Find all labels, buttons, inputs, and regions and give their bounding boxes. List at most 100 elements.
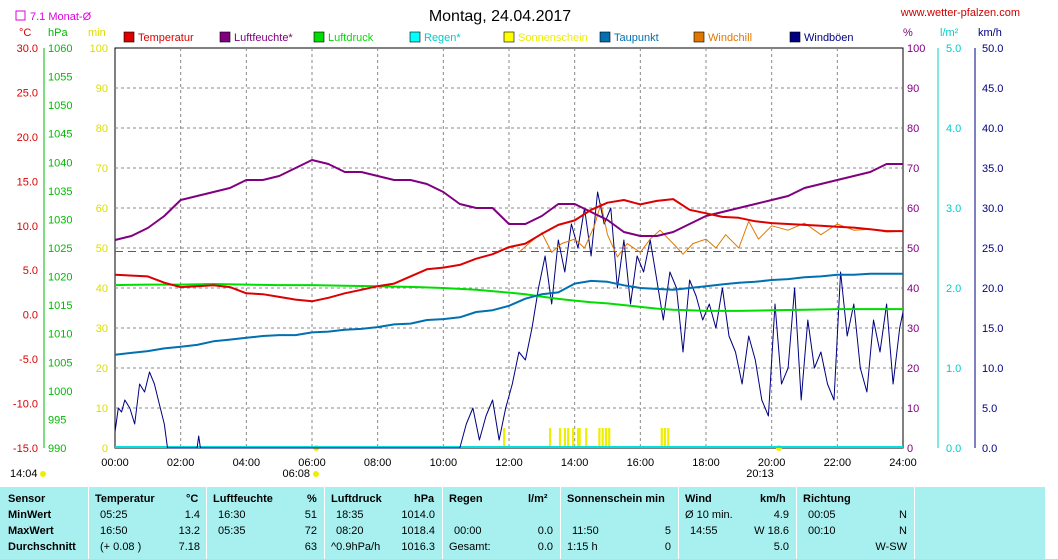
legend-label: Luftdruck <box>328 32 374 44</box>
temp-tick-label: -15.0 <box>13 443 38 455</box>
sun-tick-label: 80 <box>96 123 108 135</box>
stats-wind-value: W 18.6 <box>754 525 789 537</box>
stats-header-row: Sensor Temperatur °C Luftfeuchte % Luftd… <box>0 491 1045 507</box>
rain-tick-label: 0.0 <box>946 443 961 455</box>
pressure-tick-label: 1030 <box>48 214 72 226</box>
legend-swatch <box>313 31 325 43</box>
stats-row-label: Durchschnitt <box>8 541 76 553</box>
sunshine-bar <box>601 428 604 448</box>
legend-swatch <box>123 31 135 43</box>
pressure-tick-label: 1005 <box>48 357 72 369</box>
temp-tick-label: 10.0 <box>17 221 38 233</box>
sunshine-bar <box>558 428 562 448</box>
sunshine-bar <box>598 428 601 448</box>
pressure-tick-label: 1020 <box>48 272 72 284</box>
series-line-luftdruck <box>114 283 903 312</box>
pressure-tick-label: 990 <box>48 443 66 455</box>
stats-sun-value: 5 <box>664 525 671 537</box>
legend-label: Luftfeuchte* <box>234 32 293 44</box>
wind-tick-label: 45.0 <box>982 83 1003 95</box>
stats-header-temp-unit: °C <box>186 493 199 505</box>
rain-tick-label: 4.0 <box>946 123 961 135</box>
sun-tick-label: 70 <box>96 163 108 175</box>
sunset-label: 20:13 <box>746 468 774 480</box>
temp-tick-label: 15.0 <box>17 176 38 188</box>
wind-unit-label: km/h <box>978 27 1002 39</box>
stats-direction-value: N <box>899 509 907 521</box>
legend-label: Regen* <box>424 32 461 44</box>
sunshine-bar <box>604 428 608 448</box>
wind-tick-label: 30.0 <box>982 203 1003 215</box>
legend-label: Windchill <box>708 32 752 44</box>
stats-rain-time: Gesamt: <box>449 541 491 553</box>
sun-tick-label: 50 <box>96 243 108 255</box>
stats-sun-value: 0 <box>664 541 671 553</box>
stats-wind-value: 4.9 <box>773 509 789 521</box>
series-line-windchill <box>518 203 904 258</box>
sunrise-label: 06:08 <box>282 468 310 480</box>
legend-label: Windböen <box>804 32 854 44</box>
pressure-unit-label: hPa <box>48 27 68 39</box>
stats-header-rain: Regen <box>449 493 483 505</box>
sunshine-bar <box>608 428 611 448</box>
chart-title: Montag, 24.04.2017 <box>429 8 571 25</box>
x-tick-label: 02:00 <box>167 457 195 469</box>
stats-temp-value: 13.2 <box>178 525 200 537</box>
temp-tick-label: 5.0 <box>23 265 38 277</box>
pressure-tick-label: 1040 <box>48 157 72 169</box>
humidity-unit-label: % <box>903 27 913 39</box>
sunset-prev-label: 14:04 <box>10 468 38 480</box>
pressure-tick-label: 1060 <box>48 43 72 55</box>
x-tick-label: 00:00 <box>101 457 129 469</box>
sun-tick-label: 100 <box>90 43 108 55</box>
wind-tick-label: 10.0 <box>982 363 1003 375</box>
stats-direction-time: 00:05 <box>808 509 836 521</box>
sunshine-bar <box>572 428 575 448</box>
x-tick-label: 24:00 <box>889 457 917 469</box>
pressure-tick-label: 1035 <box>48 186 72 198</box>
wind-tick-label: 35.0 <box>982 163 1003 175</box>
temp-tick-label: 20.0 <box>17 132 38 144</box>
wind-tick-label: 40.0 <box>982 123 1003 135</box>
stats-temp-time: 16:50 <box>100 525 128 537</box>
sunshine-bar <box>667 428 670 448</box>
x-tick-label: 22:00 <box>824 457 852 469</box>
temp-tick-label: -5.0 <box>19 354 38 366</box>
sun-tick-label: 10 <box>96 403 108 415</box>
stats-header-rain-unit: l/m² <box>528 493 548 505</box>
website-label: www.wetter-pfalzen.com <box>900 7 1020 19</box>
stats-header-sunshine: Sonnenschein min <box>567 493 665 505</box>
series-line-luftfeuchte <box>114 159 903 241</box>
x-tick-label: 16:00 <box>627 457 655 469</box>
pressure-tick-label: 1050 <box>48 100 72 112</box>
stats-header-pressure: Luftdruck <box>331 493 382 505</box>
stats-row-min: MinWert 05:25 1.4 16:30 51 18:35 1014.0 … <box>0 507 1045 523</box>
humidity-tick-label: 90 <box>907 83 919 95</box>
series-line-windböen <box>114 191 904 449</box>
x-tick-label: 20:00 <box>758 457 786 469</box>
stats-header-sensor: Sensor <box>8 493 46 505</box>
pressure-tick-label: 1025 <box>48 243 72 255</box>
humidity-tick-label: 100 <box>907 43 925 55</box>
stats-pressure-time: 18:35 <box>336 509 364 521</box>
sun-tick-label: 20 <box>96 363 108 375</box>
rain-unit-label: l/m² <box>940 27 959 39</box>
stats-pressure-value: 1014.0 <box>401 509 435 521</box>
pressure-tick-label: 995 <box>48 414 66 426</box>
rain-tick-label: 3.0 <box>946 203 961 215</box>
stats-pressure-time: ^0.9hPa/h <box>331 541 381 553</box>
legend-swatch <box>409 31 421 43</box>
sun-tick-label: 0 <box>102 443 108 455</box>
stats-temp-value: 7.18 <box>178 541 200 553</box>
sun-unit-label: min <box>88 27 106 39</box>
stats-humidity-value: 63 <box>304 541 317 553</box>
legend-label: Sonnenschein <box>518 32 588 44</box>
sunshine-bar <box>663 428 667 448</box>
stats-header-humidity: Luftfeuchte <box>213 493 273 505</box>
sun-icon <box>40 471 46 477</box>
stats-pressure-time: 08:20 <box>336 525 364 537</box>
humidity-tick-label: 40 <box>907 283 919 295</box>
stats-direction-value: W-SW <box>875 541 907 553</box>
sunshine-bar <box>503 428 506 448</box>
sunshine-bar <box>576 428 580 448</box>
